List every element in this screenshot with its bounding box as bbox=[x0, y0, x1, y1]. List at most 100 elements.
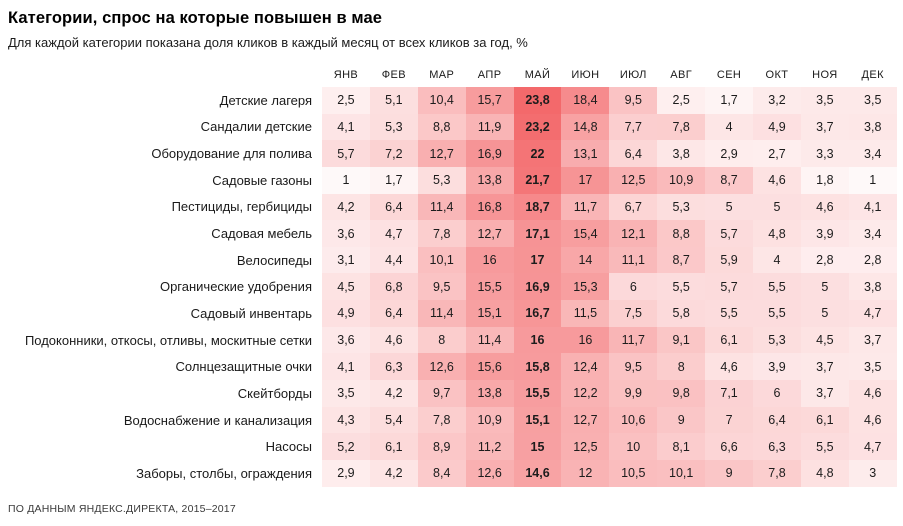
heatmap-cell: 4,4 bbox=[369, 246, 418, 274]
heatmap-cell: 15,7 bbox=[465, 87, 514, 114]
heatmap-cell: 5,2 bbox=[322, 433, 370, 460]
row-label-category: Садовые газоны bbox=[212, 172, 312, 188]
heatmap-cell: 8,4 bbox=[417, 459, 466, 487]
heatmap-cell: 13,1 bbox=[561, 140, 610, 167]
heatmap-cell: 4,7 bbox=[848, 300, 897, 327]
row-label-category: Подоконники, откосы, отливы, москитные с… bbox=[24, 332, 312, 348]
heatmap-cell: 4,6 bbox=[753, 166, 801, 194]
heatmap-cell: 6,4 bbox=[369, 300, 418, 327]
heatmap-cell: 3,7 bbox=[800, 380, 849, 407]
heatmap-cell: 10,5 bbox=[609, 459, 658, 487]
heatmap-cell: 6,6 bbox=[705, 433, 754, 460]
heatmap-cell: 4 bbox=[705, 113, 754, 141]
heatmap-cell: 4,6 bbox=[705, 353, 754, 381]
heatmap-cell: 16,9 bbox=[465, 140, 514, 167]
heatmap-cell: 3,8 bbox=[657, 140, 706, 167]
heatmap-cell: 11,7 bbox=[561, 193, 610, 221]
heatmap-cell: 1 bbox=[322, 166, 370, 194]
heatmap-cell: 8,8 bbox=[657, 220, 706, 247]
heatmap-cell: 16 bbox=[513, 326, 562, 354]
heatmap-cell: 4,6 bbox=[848, 406, 897, 434]
heatmap-cell: 7,5 bbox=[609, 300, 658, 327]
column-header-month: ИЮЛ bbox=[619, 69, 647, 81]
heatmap-cell: 6,1 bbox=[705, 326, 754, 354]
row-label-category: Оборудование для полива bbox=[151, 146, 312, 162]
heatmap-cell: 6,8 bbox=[369, 273, 418, 301]
heatmap-cell: 9,8 bbox=[657, 380, 706, 407]
heatmap-cell: 3,5 bbox=[800, 87, 849, 114]
heatmap-cell: 4,2 bbox=[369, 380, 418, 407]
heatmap-cell: 12,1 bbox=[609, 220, 658, 247]
column-header-month: ФЕВ bbox=[381, 69, 406, 81]
heatmap-cell: 7,8 bbox=[753, 459, 801, 487]
heatmap-cell: 12,4 bbox=[561, 353, 610, 381]
column-header-month: АВГ bbox=[670, 69, 693, 81]
heatmap-cell: 3,9 bbox=[753, 353, 801, 381]
source-note: ПО ДАННЫМ ЯНДЕКС.ДИРЕКТА, 2015–2017 bbox=[8, 502, 236, 515]
heatmap-cell: 9,5 bbox=[417, 273, 466, 301]
heatmap-cell: 3,5 bbox=[848, 353, 897, 381]
heatmap-cell: 15,1 bbox=[465, 300, 514, 327]
row-label-category: Скейтборды bbox=[237, 385, 312, 401]
heatmap-cell: 10,4 bbox=[417, 87, 466, 114]
heatmap-cell: 3,6 bbox=[322, 326, 370, 354]
heatmap-cell: 15,5 bbox=[513, 380, 562, 407]
heatmap-cell: 8 bbox=[657, 353, 706, 381]
heatmap-cell: 15,4 bbox=[561, 220, 610, 247]
heatmap-cell: 3,5 bbox=[322, 380, 370, 407]
heatmap-cell: 1,8 bbox=[800, 166, 849, 194]
heatmap-cell: 6,1 bbox=[369, 433, 418, 460]
heatmap-cell: 5,1 bbox=[369, 87, 418, 114]
heatmap-cell: 5,9 bbox=[705, 246, 754, 274]
heatmap-cell: 4,7 bbox=[848, 433, 897, 460]
heatmap-cell: 4,6 bbox=[369, 326, 418, 354]
heatmap-cell: 2,8 bbox=[800, 246, 849, 274]
heatmap-cell: 6 bbox=[753, 380, 801, 407]
heatmap-cell: 15,6 bbox=[465, 353, 514, 381]
heatmap-cell: 10,9 bbox=[657, 166, 706, 194]
heatmap-cell: 3,7 bbox=[800, 353, 849, 381]
heatmap-cell: 5,7 bbox=[705, 220, 754, 247]
heatmap-cell: 10,9 bbox=[465, 406, 514, 434]
heatmap-cell: 3,8 bbox=[848, 273, 897, 301]
heatmap-cell: 5,3 bbox=[657, 193, 706, 221]
heatmap-cell: 2,9 bbox=[322, 459, 370, 487]
heatmap-cell: 14,8 bbox=[561, 113, 610, 141]
heatmap-cell: 10,6 bbox=[609, 406, 658, 434]
heatmap-cell: 4,2 bbox=[322, 193, 370, 221]
heatmap-cell: 16,9 bbox=[513, 273, 562, 301]
heatmap-cell: 6,3 bbox=[369, 353, 418, 381]
heatmap-cell: 8,7 bbox=[705, 166, 754, 194]
column-header-month: АПР bbox=[477, 69, 502, 81]
heatmap-cell: 8,9 bbox=[417, 433, 466, 460]
heatmap-cell: 13,8 bbox=[465, 380, 514, 407]
heatmap-cell: 9,7 bbox=[417, 380, 466, 407]
heatmap-cell: 4,1 bbox=[322, 353, 370, 381]
heatmap-cell: 4,1 bbox=[848, 193, 897, 221]
heatmap-cell: 6,4 bbox=[369, 193, 418, 221]
heatmap-cell: 9 bbox=[705, 459, 754, 487]
heatmap-cell: 2,9 bbox=[705, 140, 754, 167]
heatmap-cell: 21,7 bbox=[513, 166, 562, 194]
table-corner-spacer bbox=[8, 63, 322, 87]
row-label-category: Садовый инвентарь bbox=[190, 305, 312, 321]
heatmap-cell: 11,2 bbox=[465, 433, 514, 460]
heatmap-cell: 9,5 bbox=[609, 353, 658, 381]
heatmap-cell: 11,4 bbox=[465, 326, 514, 354]
heatmap-cell: 5 bbox=[800, 300, 849, 327]
heatmap-cell: 5,5 bbox=[753, 300, 801, 327]
heatmap-cell: 7,8 bbox=[657, 113, 706, 141]
heatmap-cell: 5 bbox=[705, 193, 754, 221]
heatmap-cell: 2,8 bbox=[848, 246, 897, 274]
heatmap-cell: 17,1 bbox=[513, 220, 562, 247]
heatmap-cell: 2,7 bbox=[753, 140, 801, 167]
heatmap-cell: 23,2 bbox=[513, 113, 562, 141]
row-label-category: Детские лагеря bbox=[219, 92, 312, 108]
heatmap-cell: 4,7 bbox=[369, 220, 418, 247]
heatmap-cell: 2,5 bbox=[657, 87, 706, 114]
heatmap-cell: 4,5 bbox=[800, 326, 849, 354]
heatmap-cell: 7,1 bbox=[705, 380, 754, 407]
heatmap-cell: 12,6 bbox=[465, 459, 514, 487]
heatmap-cell: 9 bbox=[657, 406, 706, 434]
heatmap-cell: 11,1 bbox=[609, 246, 658, 274]
